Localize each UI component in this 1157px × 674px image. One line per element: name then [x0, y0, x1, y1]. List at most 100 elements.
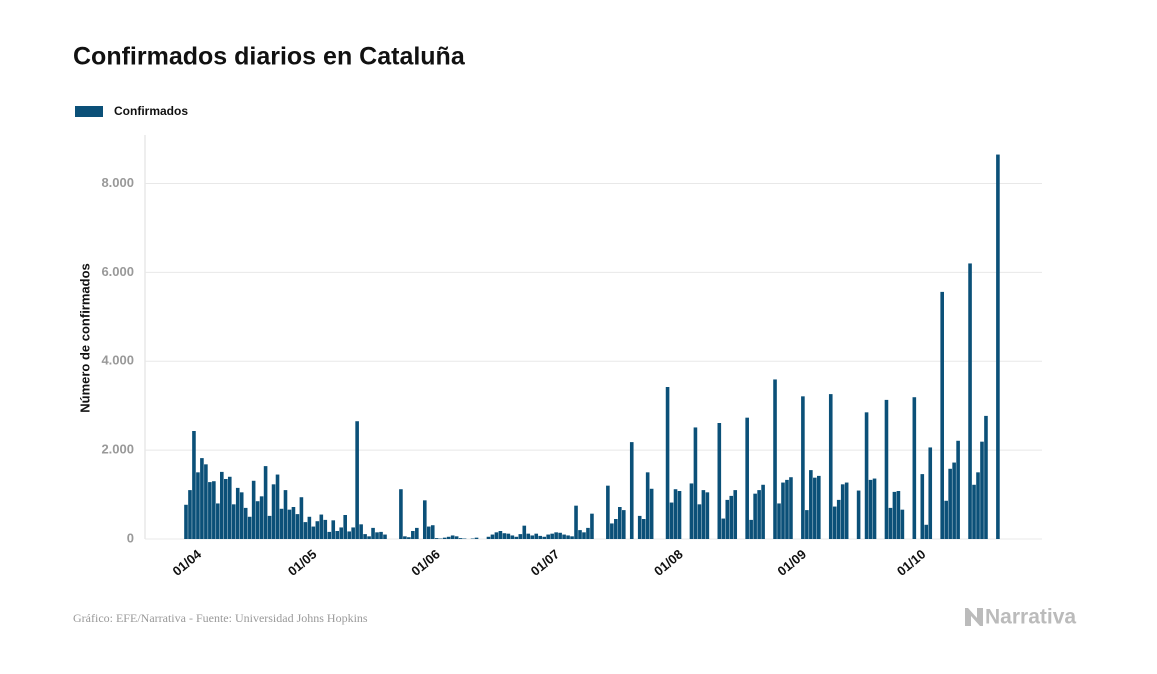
bar [980, 441, 984, 539]
bar [976, 472, 980, 539]
bar [411, 531, 415, 539]
y-tick-label: 6.000 [101, 264, 134, 279]
y-tick-label: 8.000 [101, 175, 134, 190]
bar [968, 263, 972, 539]
bar [900, 509, 905, 539]
bar [458, 538, 463, 539]
bar [239, 492, 244, 539]
bar [996, 154, 1000, 540]
bar [562, 534, 566, 539]
bar [805, 510, 809, 539]
bar [896, 491, 901, 539]
logo: Narrativa [985, 606, 1076, 629]
bar [355, 421, 359, 539]
y-tick-label: 0 [127, 530, 134, 545]
bar [259, 496, 264, 539]
bar [399, 489, 403, 539]
bar [263, 466, 268, 539]
bar [454, 536, 459, 539]
bar [279, 508, 284, 539]
bar [606, 485, 610, 539]
bar [570, 536, 574, 539]
bar [785, 479, 789, 539]
bar [749, 519, 753, 539]
bar [717, 423, 722, 539]
bar [757, 490, 761, 539]
bar [856, 490, 861, 539]
bar [530, 535, 535, 539]
bar [319, 514, 324, 539]
bar [781, 482, 785, 539]
bar [188, 490, 192, 539]
bar [506, 533, 511, 539]
bar [243, 507, 248, 539]
bar [407, 537, 411, 539]
bar [701, 490, 706, 539]
bar [323, 519, 328, 539]
footer: Gráfico: EFE/Narrativa - Fuente: Univers… [73, 611, 368, 625]
bar [514, 536, 519, 539]
bar [192, 431, 196, 539]
bar [251, 480, 256, 539]
bar [745, 417, 749, 539]
bar [725, 499, 730, 539]
bar [335, 531, 340, 539]
bar [574, 505, 578, 539]
bar [363, 534, 367, 539]
bar [383, 534, 387, 539]
bar [828, 394, 833, 539]
bar [184, 504, 188, 539]
y-axis-title: Número de confirmados [77, 263, 92, 413]
bar [566, 535, 570, 539]
bar [721, 518, 726, 539]
bar [446, 536, 451, 539]
bar [216, 503, 220, 539]
bar [693, 427, 698, 539]
chart-title: Confirmados diarios en Cataluña [73, 43, 466, 71]
bar [430, 525, 435, 539]
bar [498, 531, 503, 539]
bar [554, 532, 558, 539]
bar [379, 531, 383, 539]
x-tick-label: 01/05 [285, 546, 320, 578]
bar [618, 507, 622, 539]
bar [351, 527, 355, 539]
bar [868, 479, 873, 539]
bar [371, 527, 375, 539]
x-tick-label: 01/08 [651, 546, 686, 578]
legend-label: Confirmados [114, 104, 188, 118]
bar [789, 477, 793, 539]
bar [375, 532, 379, 539]
bar [558, 532, 562, 539]
bar [924, 524, 929, 539]
bar [271, 484, 276, 539]
bar [610, 523, 614, 539]
bar [227, 476, 232, 539]
bar [255, 501, 260, 539]
bar [311, 526, 316, 539]
bar [223, 479, 228, 539]
bar [892, 491, 897, 539]
bar [673, 489, 678, 539]
bar [884, 399, 889, 539]
bar [283, 490, 288, 539]
bar [315, 521, 320, 539]
bar [952, 462, 956, 539]
bar [546, 534, 550, 539]
x-tick-label: 01/06 [408, 546, 443, 578]
bar [550, 533, 554, 539]
bar [299, 497, 304, 539]
bar [944, 500, 948, 539]
bar [669, 502, 674, 539]
bar [649, 488, 654, 539]
bar [832, 506, 837, 539]
bar [367, 536, 371, 539]
bar [614, 519, 618, 539]
y-tick-label: 2.000 [101, 442, 134, 457]
bar [204, 464, 208, 539]
bar [641, 519, 646, 539]
bar [888, 507, 893, 539]
bar [303, 522, 308, 539]
bar [777, 503, 781, 539]
bar [247, 516, 252, 539]
